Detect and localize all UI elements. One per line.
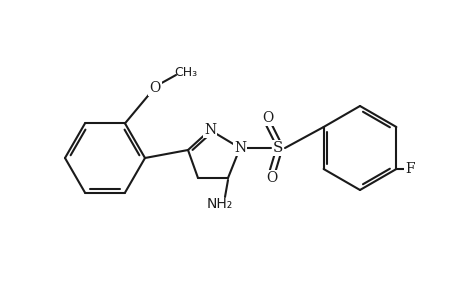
Text: NH₂: NH₂ [207, 197, 233, 211]
Text: O: O [266, 171, 277, 185]
Text: CH₃: CH₃ [174, 65, 197, 79]
Text: O: O [262, 111, 273, 125]
Text: F: F [405, 162, 414, 176]
Text: N: N [203, 123, 216, 137]
Text: N: N [234, 141, 246, 155]
Text: S: S [272, 141, 283, 155]
Text: O: O [149, 81, 160, 95]
